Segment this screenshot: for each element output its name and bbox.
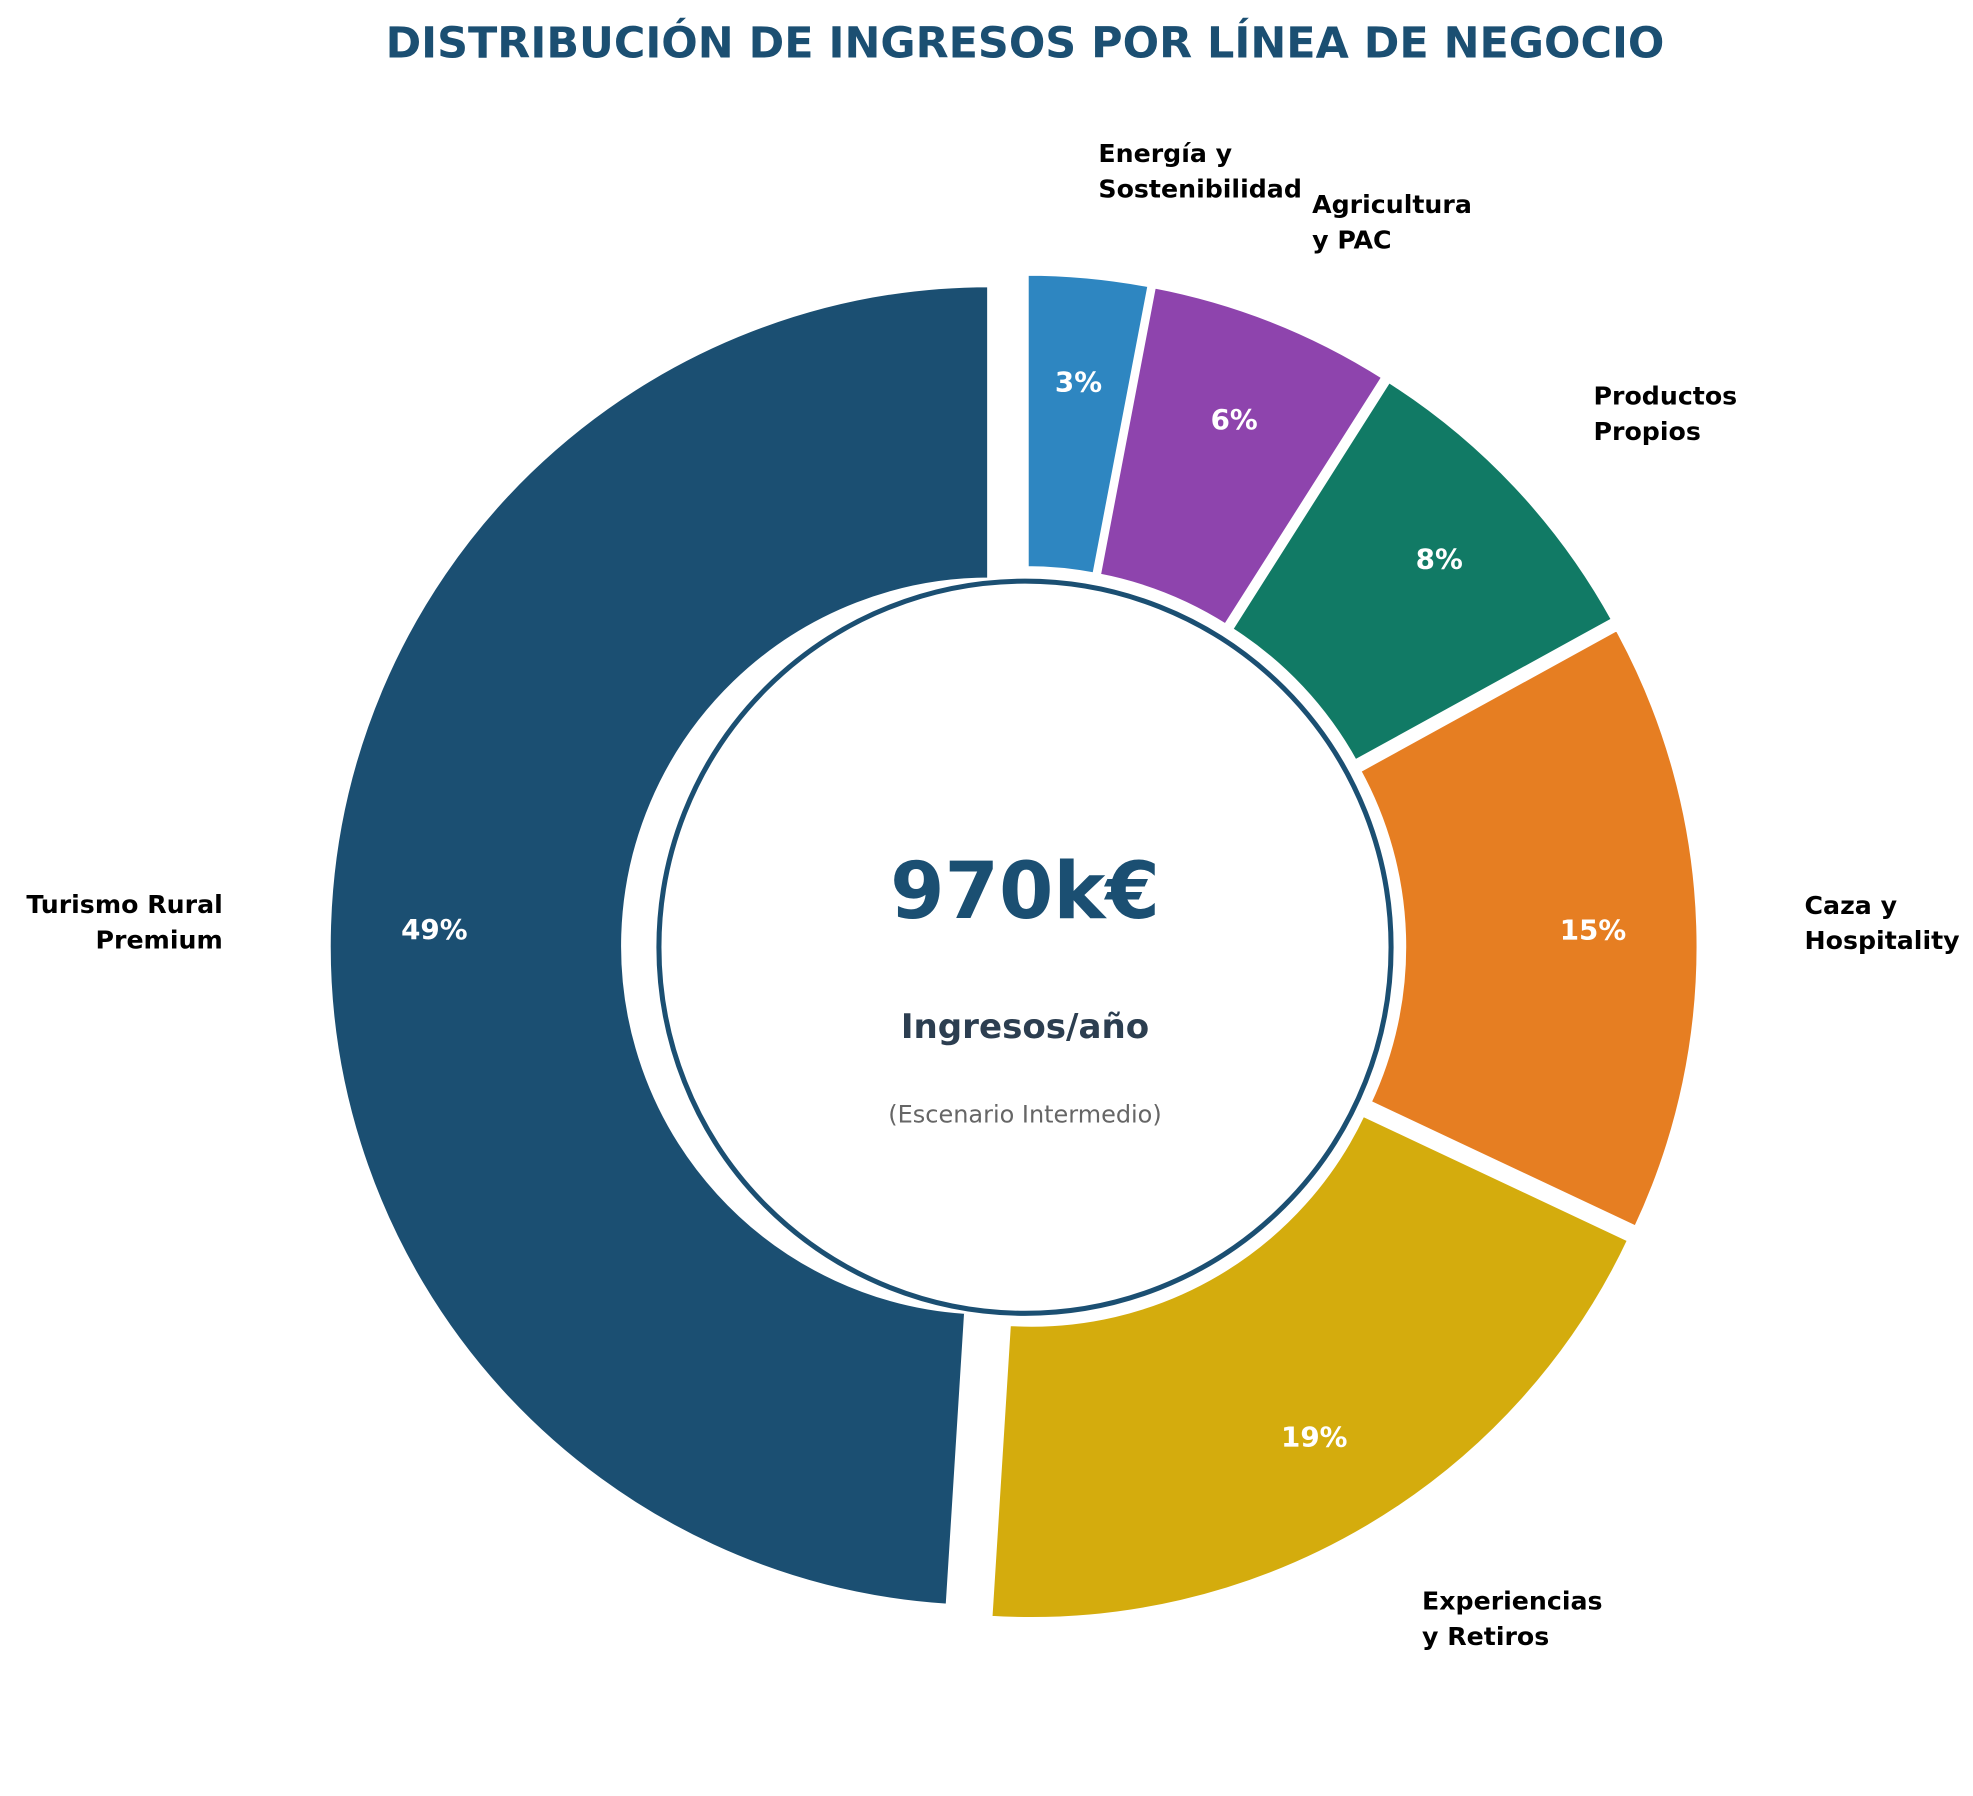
- slice-value-label: 3%: [1055, 366, 1102, 399]
- slice-2: [987, 1110, 1634, 1623]
- slice-value-label: 15%: [1560, 913, 1626, 946]
- center-circle: [656, 578, 1394, 1316]
- center-note: (Escenario Intermedio): [888, 1101, 1161, 1129]
- slice-6: [1023, 270, 1154, 579]
- slice-category-label: Energía y Sostenibilidad: [1098, 139, 1302, 203]
- center-total-value: 970k€: [890, 846, 1160, 937]
- slice-1: [325, 282, 993, 1609]
- slice-value-label: 49%: [401, 913, 467, 946]
- slice-category-label: Caza y Hospitality: [1805, 891, 1960, 955]
- slice-category-label: Productos Propios: [1594, 382, 1738, 446]
- slice-category-label: Agricultura y PAC: [1312, 190, 1472, 254]
- slice-value-label: 19%: [1281, 1420, 1347, 1453]
- slices: [325, 270, 1702, 1623]
- slice-5: [1095, 282, 1388, 630]
- center-label: Ingresos/año: [901, 1007, 1149, 1047]
- slice-4: [1226, 376, 1618, 766]
- slice-3: [1354, 624, 1702, 1232]
- labels: 49% Turismo Rural Premium 19% Experiencias y …: [26, 139, 1959, 1651]
- slice-category-label: Experiencias y Retiros: [1422, 1587, 1603, 1651]
- slice-value-label: 8%: [1416, 542, 1463, 575]
- chart-title: DISTRIBUCIÓN DE INGRESOS POR LÍNEA DE NE…: [386, 17, 1665, 68]
- slice-value-label: 6%: [1211, 403, 1258, 436]
- slice-category-label: Turismo Rural Premium: [26, 890, 222, 954]
